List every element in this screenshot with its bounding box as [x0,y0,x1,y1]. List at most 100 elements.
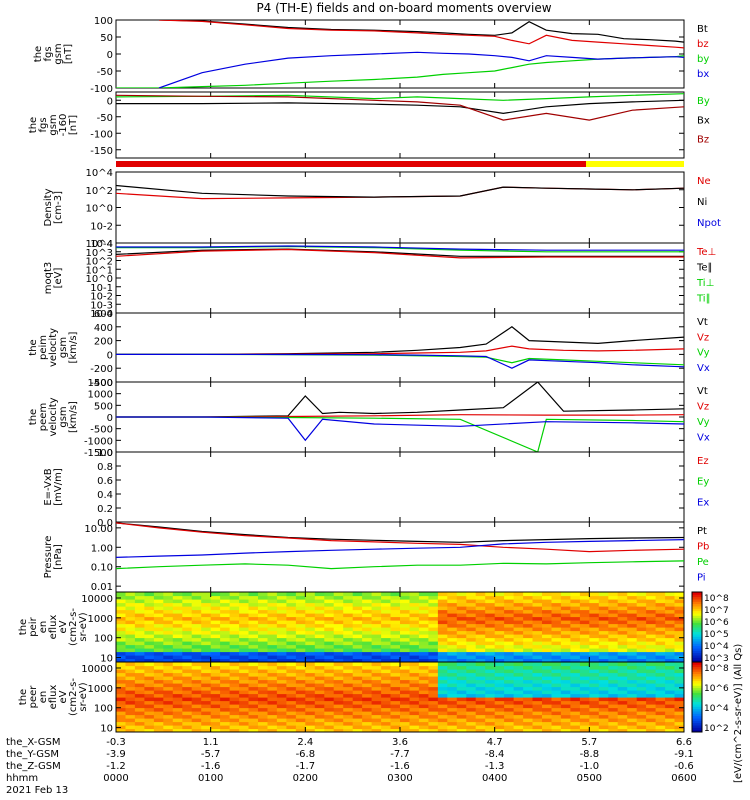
heatmap-cell [560,700,571,705]
heatmap-cell [475,704,486,709]
heatmap-cell [305,714,316,719]
heatmap-cell [437,679,448,684]
heatmap-cell [437,672,448,677]
heatmap-cell [324,679,335,684]
heatmap-cell [239,602,250,607]
heatmap-cell [371,620,382,625]
heatmap-cell [172,707,183,712]
heatmap-cell [551,641,562,646]
heatmap-cell [579,602,590,607]
heatmap-cell [276,697,287,702]
heatmap-cell [239,623,250,628]
heatmap-cell [589,718,600,723]
heatmap-cell [579,662,590,667]
heatmap-cell [276,651,287,656]
heatmap-cell [627,714,638,719]
heatmap-cell [258,669,269,674]
heatmap-cell [371,613,382,618]
panel-frame [115,312,685,383]
heatmap-cell [485,679,496,684]
heatmap-cell [305,602,316,607]
heatmap-cell [305,686,316,691]
heatmap-cell [447,655,458,660]
heatmap-cell [674,721,684,726]
heatmap-cell [589,627,600,632]
heatmap-cell [267,641,278,646]
heatmap-cell [343,669,354,674]
heatmap-cell [456,672,467,677]
panel-frame [115,171,685,244]
heatmap-cell [286,641,297,646]
heatmap-cell [655,599,666,604]
heatmap-cell [116,711,127,716]
heatmap-cell [617,644,628,649]
heatmap-cell [248,711,259,716]
heatmap-cell [485,700,496,705]
heatmap-cell [295,637,306,642]
heatmap-cell [390,714,401,719]
heatmap-cell [655,683,666,688]
heatmap-cell [570,644,581,649]
heatmap-cell [627,704,638,709]
heatmap-cell [627,662,638,667]
heatmap-cell [381,609,392,614]
heatmap-cell [551,620,562,625]
heatmap-cell [456,609,467,614]
heatmap-cell [560,655,571,660]
heatmap-cell [153,711,164,716]
heatmap-cell [513,616,524,621]
heatmap-cell [608,690,619,695]
heatmap-cell [504,676,515,681]
heatmap-cell [343,679,354,684]
heatmap-cell [286,592,297,597]
heatmap-cell [665,592,676,597]
heatmap-cell [542,616,553,621]
heatmap-cell [125,609,136,614]
heatmap-cell [239,592,250,597]
heatmap-cell [418,728,429,732]
y-tick-label: 10-1 [90,283,113,294]
heatmap-cell [513,707,524,712]
heatmap-cell [191,728,202,732]
y-tick-label: 10000 [81,664,113,675]
heatmap-cell [267,662,278,667]
heatmap-cell [305,672,316,677]
heatmap-cell [352,669,363,674]
y-tick-label: 0.4 [97,490,113,501]
heatmap-cell [400,655,411,660]
heatmap-cell [655,602,666,607]
heatmap-cell [570,686,581,691]
heatmap-cell [295,672,306,677]
heatmap-cell [560,630,571,635]
heatmap-cell [418,693,429,698]
heatmap-cell [343,714,354,719]
heatmap-cell [485,641,496,646]
heatmap-cell [589,651,600,656]
heatmap-cell [504,665,515,670]
heatmap-cell [418,644,429,649]
heatmap-cell [608,644,619,649]
heatmap-cell [229,613,240,618]
heatmap-cell [258,592,269,597]
heatmap-cell [210,669,221,674]
heatmap-cell [125,641,136,646]
heatmap-cell [560,627,571,632]
heatmap-cell [655,665,666,670]
heatmap-cell [409,718,420,723]
heatmap-cell [276,704,287,709]
heatmap-cell [352,655,363,660]
heatmap-cell [674,700,684,705]
heatmap-cell [134,623,145,628]
heatmap-cell [352,658,363,662]
heatmap-cell [305,697,316,702]
heatmap-cell [551,634,562,639]
heatmap-cell [466,693,477,698]
heatmap-cell [617,609,628,614]
heatmap-cell [182,711,193,716]
colorbar-swatch [692,659,702,663]
heatmap-cell [655,613,666,618]
heatmap-cell [523,616,534,621]
heatmap-cell [258,602,269,607]
heatmap-cell [220,616,231,621]
heatmap-cell [504,634,515,639]
